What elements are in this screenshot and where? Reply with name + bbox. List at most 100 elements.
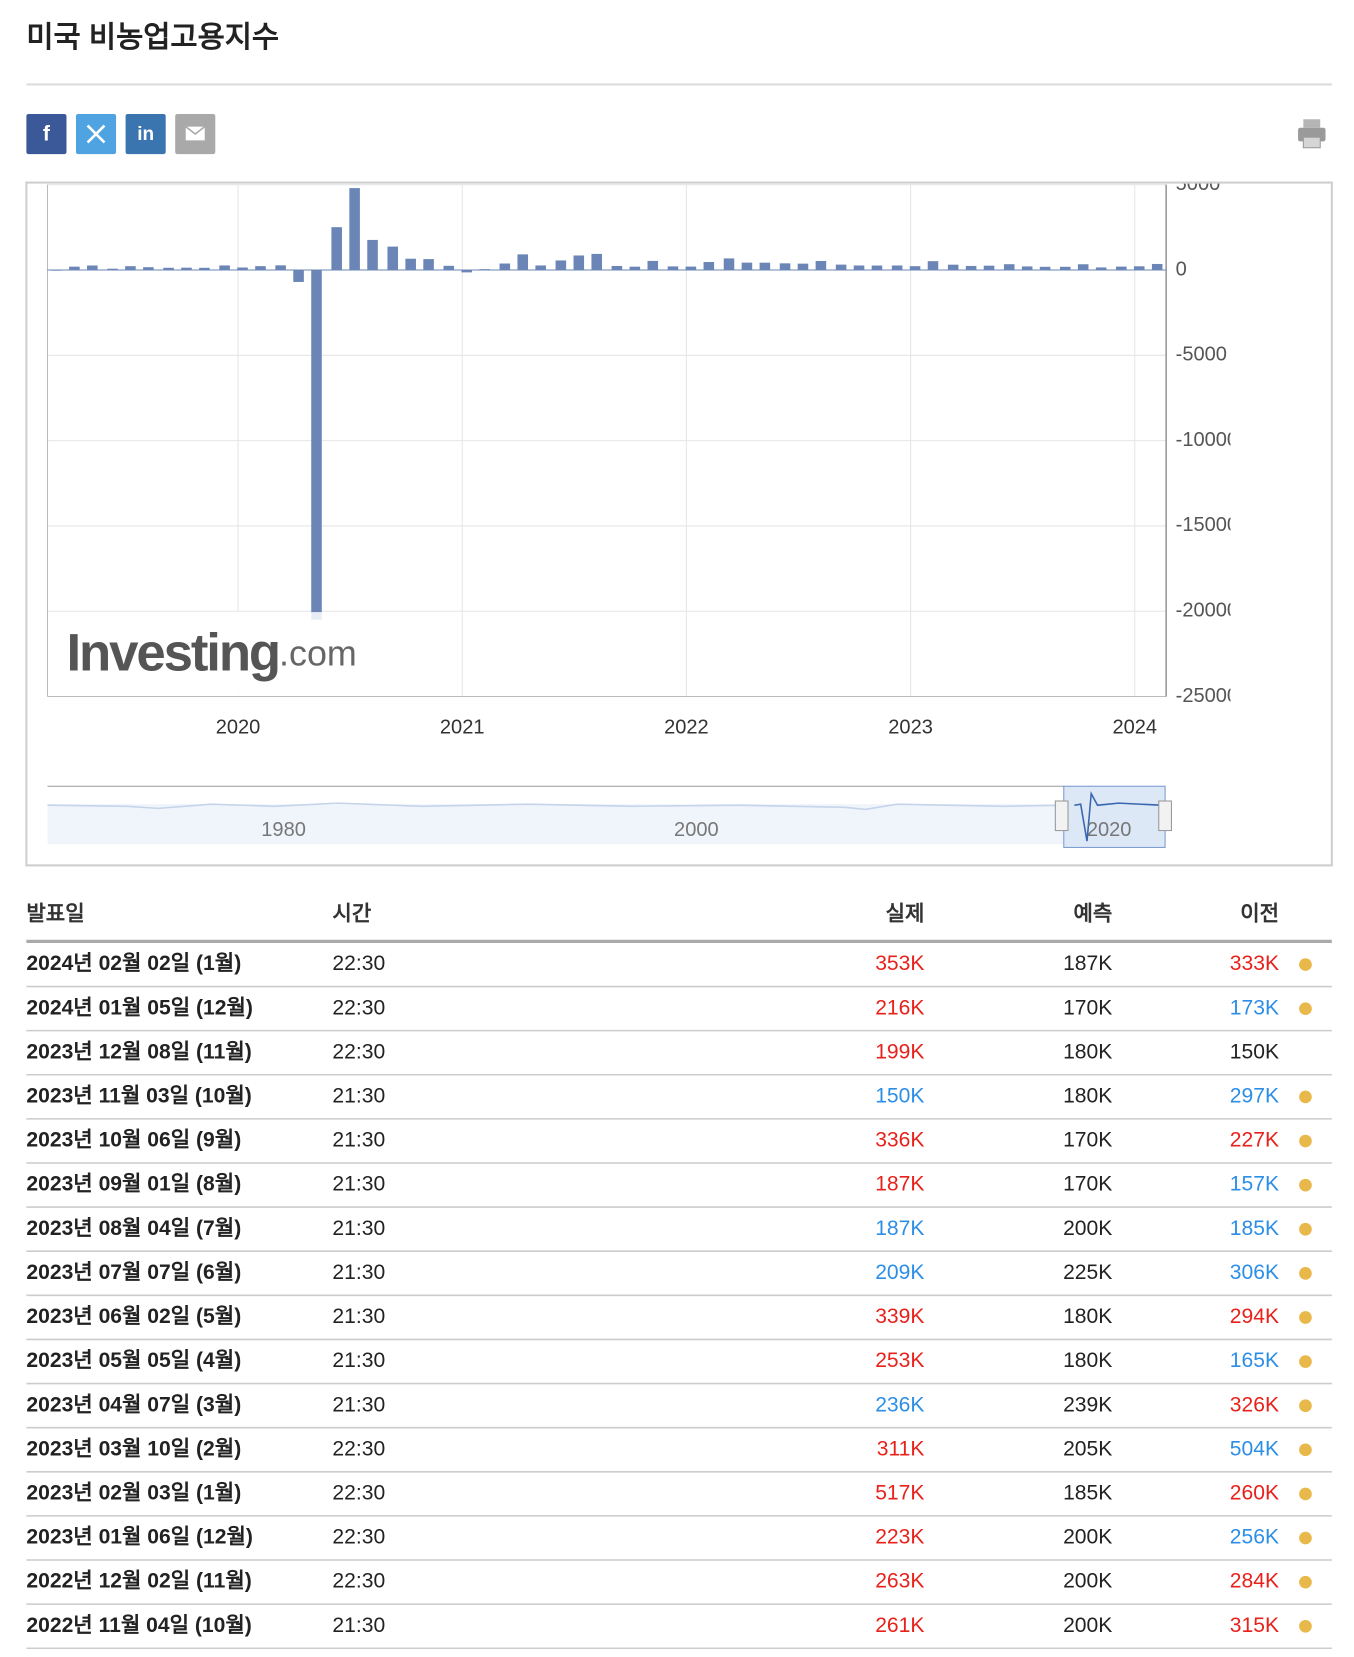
- table-cell-time: 22:30: [332, 1482, 385, 1505]
- table-header: 실제: [886, 902, 925, 926]
- share-x[interactable]: [75, 113, 117, 155]
- revised-dot: [1299, 1575, 1312, 1589]
- share-facebook-bg[interactable]: [26, 113, 67, 155]
- bar: [965, 265, 977, 270]
- table-cell-forecast: 180K: [1063, 1305, 1112, 1328]
- bar: [909, 266, 921, 270]
- share-email-flap[interactable]: [185, 126, 206, 136]
- navigator-tick-label: 1980: [261, 819, 306, 841]
- table-cell-date: 2023년 10월 06일 (9월): [26, 1128, 241, 1152]
- y-tick-label: -20000: [1176, 600, 1238, 622]
- bar: [255, 266, 266, 270]
- bar: [237, 267, 248, 270]
- table-cell-previous: 284K: [1230, 1570, 1279, 1593]
- table-cell-actual: 223K: [875, 1526, 924, 1549]
- table-cell-date: 2024년 02월 02일 (1월): [26, 951, 241, 975]
- watermark-brand: Investing: [66, 623, 279, 682]
- share-linkedin-label[interactable]: in: [137, 124, 154, 145]
- bar: [387, 246, 399, 270]
- bar: [871, 265, 883, 270]
- bar: [87, 265, 98, 270]
- bar: [927, 261, 939, 270]
- bar: [1133, 266, 1145, 270]
- share-email[interactable]: [175, 113, 216, 155]
- table-cell-time: 21:30: [332, 1217, 385, 1240]
- table-cell-date: 2023년 11월 03일 (10월): [26, 1083, 251, 1107]
- revised-dot: [1299, 1267, 1312, 1280]
- navigator-tick-label: 2020: [1087, 819, 1132, 841]
- y-tick-label: -10000: [1176, 429, 1238, 451]
- table-cell-actual: 209K: [875, 1261, 924, 1284]
- bar: [779, 263, 791, 270]
- table-cell-date: 2023년 05월 05일 (4월): [26, 1348, 241, 1372]
- table-cell-forecast: 185K: [1063, 1482, 1112, 1505]
- bar: [535, 265, 546, 270]
- table-cell-previous: 260K: [1230, 1482, 1279, 1505]
- table-cell-actual: 517K: [875, 1482, 924, 1505]
- table-cell-previous: 294K: [1230, 1305, 1279, 1328]
- share-facebook[interactable]: f: [26, 113, 67, 155]
- table-cell-previous: 173K: [1230, 996, 1279, 1019]
- table-cell-previous: 227K: [1230, 1129, 1279, 1152]
- bar: [759, 262, 771, 270]
- print-paper[interactable]: [1303, 119, 1321, 128]
- page-title: 미국 비농업고용지수: [26, 21, 279, 54]
- table-cell-date: 2024년 01월 05일 (12월): [26, 995, 253, 1019]
- bar: [349, 188, 360, 270]
- table-cell-date: 2023년 06월 02일 (5월): [26, 1304, 241, 1328]
- x-tick-label: 2020: [216, 716, 261, 738]
- navigator-bg: [47, 804, 1064, 845]
- bar: [1095, 267, 1107, 270]
- bar: [573, 255, 585, 270]
- table-cell-actual: 263K: [875, 1570, 924, 1593]
- table-cell-previous: 315K: [1230, 1614, 1279, 1637]
- bar: [891, 265, 903, 270]
- navigator-tick-label: 2000: [674, 819, 719, 841]
- revised-dot: [1299, 1002, 1312, 1016]
- bar: [667, 266, 679, 270]
- table-cell-date: 2023년 04월 07일 (3월): [26, 1392, 241, 1416]
- bar: [367, 239, 378, 270]
- print-out[interactable]: [1302, 136, 1321, 149]
- table-cell-forecast: 205K: [1063, 1437, 1112, 1460]
- bar: [555, 260, 567, 270]
- x-tick-label: 2022: [664, 716, 709, 738]
- bar: [797, 263, 809, 270]
- x-tick-label: 2021: [440, 716, 485, 738]
- table-cell-actual: 216K: [875, 996, 924, 1019]
- table-header: 예측: [1074, 902, 1113, 926]
- table-cell-forecast: 170K: [1063, 1129, 1112, 1152]
- bar: [1039, 266, 1051, 270]
- chart: 5000 0 -5000 -10000 -15000 -20000 -25000 2020 20…: [46, 184, 1238, 848]
- share-facebook-label[interactable]: f: [43, 123, 51, 146]
- revised-dot: [1299, 1090, 1312, 1104]
- share-linkedin-bg[interactable]: [125, 113, 166, 155]
- table-cell-previous: 157K: [1230, 1173, 1279, 1196]
- table-cell-date: 2022년 11월 04일 (10월): [26, 1613, 251, 1637]
- share-x-icon[interactable]: [86, 124, 106, 144]
- table-cell-previous: 150K: [1230, 1040, 1279, 1063]
- navigator-handle[interactable]: [1054, 800, 1069, 832]
- navigator-selected-line: [1074, 790, 1161, 842]
- print-button[interactable]: [1298, 119, 1326, 149]
- revised-dot: [1299, 1311, 1312, 1324]
- share-linkedin[interactable]: in: [125, 113, 166, 155]
- bar: [703, 262, 715, 270]
- table-cell-previous: 504K: [1230, 1437, 1279, 1460]
- x-tick-label: 2023: [888, 716, 933, 738]
- table-cell-date: 2023년 08월 04일 (7월): [26, 1216, 241, 1240]
- revised-dot: [1299, 1222, 1312, 1236]
- table-cell-forecast: 180K: [1063, 1084, 1112, 1107]
- bar: [1003, 264, 1015, 270]
- table-cell-previous: 333K: [1230, 952, 1279, 975]
- table-cell-forecast: 170K: [1063, 996, 1112, 1019]
- table-cell-time: 22:30: [332, 1570, 385, 1593]
- table-header: 시간: [332, 902, 371, 926]
- table-cell-previous: 297K: [1230, 1084, 1279, 1107]
- table-cell-time: 21:30: [332, 1129, 385, 1152]
- bar: [181, 267, 192, 270]
- y-tick-label: -5000: [1176, 344, 1227, 366]
- table-cell-time: 22:30: [332, 996, 385, 1019]
- navigator-handle[interactable]: [1158, 800, 1172, 832]
- revised-dot: [1299, 1487, 1312, 1501]
